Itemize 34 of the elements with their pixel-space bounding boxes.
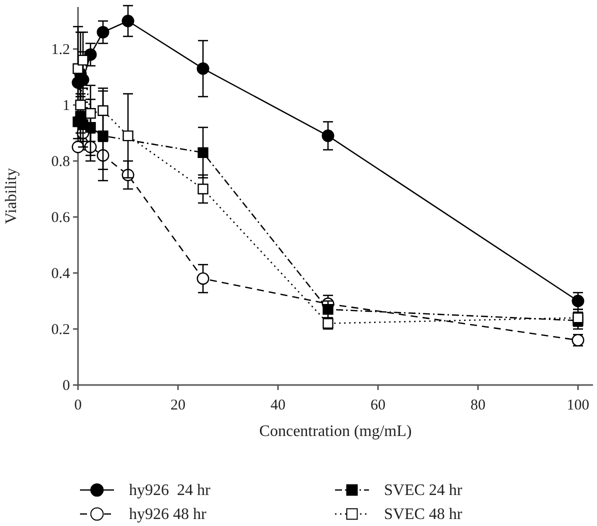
point [122, 14, 134, 28]
y-tick-label: 0.6 [51, 210, 70, 226]
point [196, 62, 210, 75]
y-tick-label: 0.8 [51, 154, 70, 170]
legend-label: SVEC 24 hr [384, 482, 463, 499]
point [322, 130, 334, 142]
point [198, 147, 208, 158]
point [72, 63, 84, 74]
point [98, 105, 108, 116]
y-tick-label: 0 [62, 378, 70, 394]
point [96, 26, 110, 38]
legend-label: SVEC 48 hr [384, 506, 463, 523]
y-tick-label: 0.4 [51, 266, 70, 282]
point [572, 312, 584, 324]
y-tick-label: 0.2 [51, 322, 70, 338]
x-tick-label: 60 [370, 398, 386, 414]
point [198, 184, 208, 194]
x-tick-label: 80 [470, 398, 486, 414]
x-tick-label: 20 [170, 398, 186, 414]
point [85, 108, 96, 119]
x-axis-title: Concentration (mg/mL) [259, 423, 412, 440]
x-tick-label: 0 [74, 398, 82, 414]
legend-label: hy926 24 hr [129, 482, 211, 499]
y-tick-label: 1.2 [51, 42, 70, 58]
point [322, 304, 334, 315]
x-tick-label: 40 [270, 398, 286, 414]
point [78, 54, 88, 66]
point [75, 100, 86, 110]
legend-label: hy926 48 hr [129, 506, 207, 523]
y-tick-label: 1 [62, 98, 70, 114]
point [122, 130, 134, 142]
x-tick-label: 100 [566, 398, 590, 414]
y-axis-title: Viability [3, 168, 20, 224]
point [196, 272, 210, 285]
